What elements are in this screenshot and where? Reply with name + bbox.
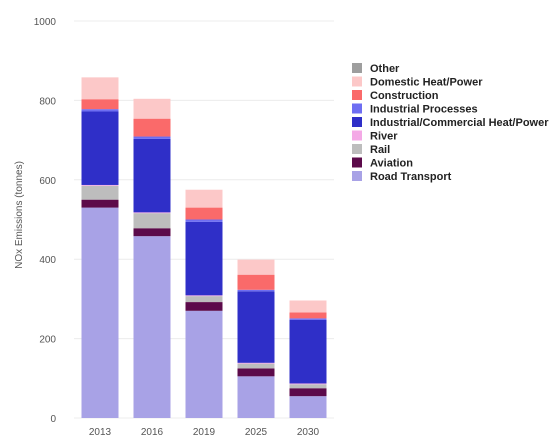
bar-segment — [289, 319, 327, 384]
bars — [81, 77, 327, 418]
legend-swatch — [352, 76, 362, 87]
y-tick-label: 400 — [39, 255, 56, 266]
bar-segment — [289, 318, 327, 320]
bar-segment — [133, 228, 171, 237]
bar-segment — [289, 384, 327, 389]
bar-segment — [133, 98, 171, 119]
y-axis-title: NOx Emissions (tonnes) — [14, 161, 25, 269]
bar-segment — [185, 221, 223, 296]
bar-segment — [289, 396, 327, 418]
x-tick-label: 2013 — [89, 427, 112, 438]
legend-swatch — [352, 103, 362, 114]
bar-segment — [81, 207, 119, 418]
bar-segment — [237, 259, 275, 275]
legend-swatch — [352, 171, 362, 181]
bar-segment — [289, 388, 327, 397]
x-tick-label: 2025 — [245, 427, 268, 438]
legend-label: Industrial Processes — [370, 104, 478, 116]
x-axis-ticks: 2013 2016 2019 2025 2030 — [89, 427, 320, 438]
bar-segment — [81, 185, 119, 200]
legend-label: Aviation — [370, 158, 413, 170]
legend-label: Other — [370, 63, 400, 75]
bar-segment — [185, 189, 223, 208]
y-axis-ticks: 0 200 400 600 800 1000 — [34, 17, 57, 425]
legend-swatch — [352, 63, 362, 73]
legend-swatch — [352, 157, 362, 168]
bar-segment — [81, 199, 119, 208]
bar-segment — [185, 207, 223, 220]
bar-segment — [81, 99, 119, 110]
legend-label: Industrial/Commercial Heat/Power — [370, 117, 549, 129]
bar-segment — [289, 312, 327, 319]
bar-segment — [133, 236, 171, 418]
bar-segment — [185, 296, 223, 303]
legend-label: Road Transport — [370, 171, 452, 183]
bar-segment — [289, 383, 327, 385]
legend-label: Construction — [370, 90, 439, 102]
legend-swatch — [352, 130, 362, 141]
bar-segment — [237, 274, 275, 290]
legend-label: River — [370, 131, 398, 143]
legend-swatch — [352, 117, 362, 127]
bar-segment — [237, 289, 275, 292]
legend-swatch — [352, 90, 362, 100]
bar-segment — [81, 77, 119, 100]
y-tick-label: 1000 — [34, 17, 57, 28]
bar-segment — [81, 109, 119, 112]
bar-segment — [185, 310, 223, 418]
bar-segment — [133, 118, 171, 137]
bar-segment — [237, 363, 275, 369]
bar-segment — [81, 184, 119, 186]
bar-segment — [81, 111, 119, 185]
bar-segment — [237, 368, 275, 377]
bar-segment — [185, 302, 223, 311]
legend-label: Rail — [370, 144, 390, 156]
bar-segment — [133, 212, 171, 214]
bar-segment — [185, 295, 223, 297]
x-tick-label: 2030 — [297, 427, 320, 438]
x-tick-label: 2016 — [141, 427, 164, 438]
y-tick-label: 0 — [50, 414, 56, 425]
y-tick-label: 600 — [39, 176, 56, 187]
x-tick-label: 2019 — [193, 427, 216, 438]
bar-segment — [185, 219, 223, 222]
bar-segment — [133, 213, 171, 229]
y-tick-label: 800 — [39, 96, 56, 107]
bar-segment — [133, 138, 171, 213]
bar-segment — [237, 362, 275, 364]
legend-swatch — [352, 144, 362, 154]
y-tick-label: 200 — [39, 335, 56, 346]
legend-label: Domestic Heat/Power — [370, 77, 483, 89]
bar-segment — [237, 291, 275, 363]
bar-segment — [237, 376, 275, 418]
bar-segment — [133, 136, 171, 139]
bar-segment — [289, 300, 327, 313]
